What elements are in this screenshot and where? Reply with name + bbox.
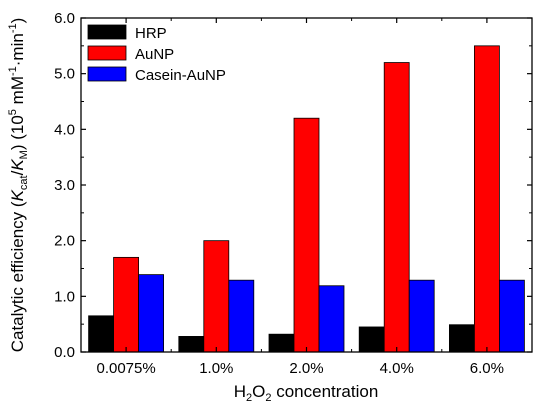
y-tick-label: 2.0 (54, 233, 75, 250)
bar-hrp-0 (88, 315, 114, 353)
y-tick-label: 0.0 (54, 344, 75, 361)
x-tick-label: 1.0% (199, 360, 233, 377)
bar-hrp-1 (178, 336, 205, 353)
legend: HRP AuNP Casein-AuNP (87, 24, 226, 84)
y-tick-label: 5.0 (54, 66, 75, 83)
x-axis: 0.0075% 1.0% 2.0% 4.0% 6.0% (96, 18, 504, 377)
legend-label-casein-aunp: Casein-AuNP (135, 67, 226, 84)
bar-aunp-0 (113, 256, 139, 353)
x-tick-label: 4.0% (380, 360, 414, 377)
bar-hrp-2 (268, 333, 295, 353)
y-tick-label: 1.0 (54, 288, 75, 305)
bar-casein-aunp-4 (498, 279, 525, 353)
bar-aunp-2 (293, 117, 320, 353)
bars-group (88, 45, 525, 353)
x-tick-label: 0.0075% (96, 360, 155, 377)
bar-casein-aunp-3 (408, 279, 435, 353)
bar-casein-aunp-0 (138, 274, 165, 353)
bar-aunp-1 (203, 240, 230, 353)
legend-label-aunp: AuNP (135, 46, 174, 63)
bar-casein-aunp-1 (228, 279, 255, 353)
y-tick-label: 3.0 (54, 177, 75, 194)
x-tick-label: 6.0% (470, 360, 504, 377)
legend-label-hrp: HRP (135, 25, 167, 42)
y-axis-title: Catalytic efficiency (Kcat/KM) (105 mM-1… (7, 18, 30, 353)
x-tick-label: 2.0% (289, 360, 323, 377)
y-tick-label: 6.0 (54, 10, 75, 27)
y-axis: 0.0 1.0 2.0 3.0 4.0 5.0 6.0 (54, 10, 532, 361)
legend-swatch-casein-aunp (87, 66, 127, 82)
legend-swatch-aunp (87, 45, 127, 61)
y-tick-label: 4.0 (54, 121, 75, 138)
bar-aunp-4 (473, 45, 500, 353)
bar-aunp-3 (383, 62, 410, 353)
legend-swatch-hrp (87, 24, 127, 40)
bar-hrp-4 (448, 324, 475, 353)
bar-hrp-3 (358, 326, 385, 353)
x-axis-title: H2O2 concentration (234, 382, 379, 404)
bar-casein-aunp-2 (318, 285, 345, 353)
